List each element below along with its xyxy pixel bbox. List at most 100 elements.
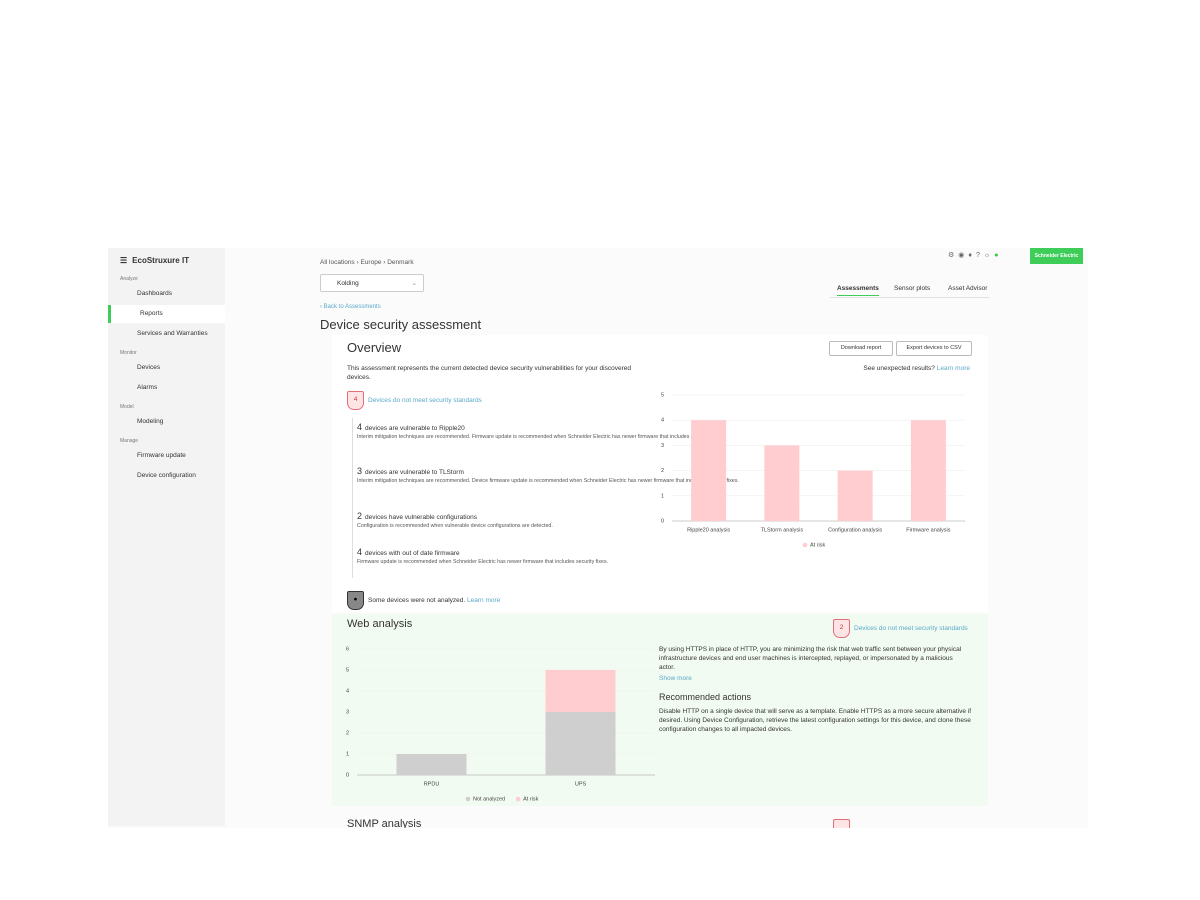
unexpected: See unexpected results? Learn more	[863, 365, 970, 372]
sidebar: ☰ EcoStruxure IT Analyze Dashboards Reports…	[108, 248, 225, 826]
nav-item[interactable]: Dashboards	[108, 285, 225, 303]
finding-count: 4	[357, 422, 363, 432]
overview-description: This assessment represents the current d…	[347, 365, 631, 381]
brand-button[interactable]: Schneider Electric	[1030, 248, 1083, 264]
bar	[545, 670, 616, 712]
nav-item[interactable]: Modeling	[108, 413, 225, 431]
learn-more[interactable]: Learn more	[467, 597, 501, 604]
findings: 4 devices are vulnerable to Ripple20 Inter…	[352, 418, 739, 578]
finding-count: 4	[357, 547, 363, 557]
x-tick-label: TLStorm analysis	[761, 527, 804, 533]
y-tick-label: 1	[661, 493, 664, 499]
x-tick-label: Ripple20 analysis	[687, 527, 730, 533]
nav-item[interactable]: Firmware update	[108, 447, 225, 465]
crumb[interactable]: Denmark	[387, 259, 414, 266]
bar	[837, 470, 873, 521]
breadcrumb: All locations › Europe › Denmark	[320, 259, 414, 266]
badge-text[interactable]: Devices do not meet security standards	[854, 625, 968, 632]
finding-text: devices with out of date firmware	[365, 550, 460, 557]
y-tick-label: 0	[346, 772, 349, 778]
finding-count: 2	[357, 511, 363, 521]
snmp-section: SNMP analysis	[332, 812, 988, 828]
finding-detail: Firmware update is recommended when Schn…	[357, 559, 609, 565]
crumb[interactable]: Europe	[360, 259, 382, 266]
y-tick-label: 5	[661, 392, 664, 398]
legend-label: At risk	[810, 542, 826, 548]
section-label: Analyze	[120, 276, 138, 282]
finding-text: devices are vulnerable to Ripple20	[365, 425, 465, 432]
brand-text: EcoStruxure IT	[132, 256, 190, 265]
finding-head: 3 devices are vulnerable to TLStorm	[357, 466, 557, 476]
not-analyzed: Some devices were not analyzed. Learn mo…	[368, 597, 500, 604]
legend-label: At risk	[523, 796, 539, 802]
tab[interactable]: Assessments	[837, 285, 879, 296]
nav-text: Device configuration	[137, 472, 196, 479]
y-tick-label: 1	[346, 751, 349, 757]
finding-detail: Interim mitigation techniques are recomm…	[357, 478, 739, 484]
bar	[764, 445, 800, 521]
finding: 3 devices are vulnerable to TLStorm Interi…	[357, 466, 739, 485]
y-tick-label: 4	[661, 418, 664, 424]
y-tick-label: 3	[346, 709, 349, 715]
brand: ☰ EcoStruxure IT	[120, 256, 190, 265]
y-tick-label: 2	[346, 730, 349, 736]
section-label: Manage	[120, 438, 139, 444]
page-title: Device security assessment	[320, 317, 482, 332]
finding-text: devices have vulnerable configurations	[365, 514, 478, 521]
finding-head: 2 devices have vulnerable configurations	[357, 511, 557, 521]
x-tick-label: Firmware analysis	[906, 527, 951, 533]
finding: 4 devices with out of date firmware Firmwa…	[357, 547, 609, 566]
crumb[interactable]: All locations	[320, 259, 355, 266]
section-label: Model	[120, 404, 134, 410]
finding-count: 3	[357, 466, 363, 476]
location: Kolding	[337, 280, 359, 287]
unexpected-text: See unexpected results?	[863, 365, 935, 372]
download-button[interactable]: Download report	[829, 341, 893, 356]
legend-swatch	[465, 796, 471, 802]
y-tick-label: 2	[661, 468, 664, 474]
info-badge: ●	[347, 591, 364, 610]
nav-item[interactable]: Services and Warranties	[108, 325, 225, 343]
risk-badge: 4	[347, 391, 364, 410]
section-label: Monitor	[120, 350, 137, 356]
show-more[interactable]: Show more	[659, 675, 692, 682]
y-tick-label: 6	[346, 646, 349, 652]
nav-item[interactable]: Reports	[108, 305, 225, 323]
finding: 2 devices have vulnerable configurations C…	[357, 511, 557, 530]
x-tick-label: UPS	[575, 781, 587, 787]
web-description: By using HTTPS in place of HTTP, you are…	[659, 646, 962, 671]
finding-head: 4 devices are vulnerable to Ripple20	[357, 422, 557, 432]
location-select[interactable]: Kolding ⌄	[320, 274, 424, 292]
snmp-title: SNMP analysis	[347, 818, 422, 828]
nav-text: Services and Warranties	[137, 330, 208, 337]
web-title: Web analysis	[347, 618, 413, 630]
nav-text: Alarms	[137, 384, 158, 391]
tab[interactable]: Sensor plots	[894, 285, 931, 292]
nav-item[interactable]: Alarms	[108, 379, 225, 397]
finding-detail: Configuration is recommended when vulner…	[357, 523, 553, 529]
nav-item[interactable]: Devices	[108, 359, 225, 377]
actions-title: Recommended actions	[659, 692, 752, 702]
finding: 4 devices are vulnerable to Ripple20 Inter…	[357, 422, 723, 441]
toolbar-icons[interactable]: ⚙◉♦?☼●	[948, 252, 1003, 259]
export-button[interactable]: Export devices to CSV	[896, 341, 972, 356]
nav-text: Modeling	[137, 418, 164, 425]
legend-label: Not analyzed	[473, 796, 505, 802]
nav-text: Devices	[137, 364, 161, 371]
back-link[interactable]: ‹ Back to Assessments	[320, 304, 381, 310]
y-tick-label: 3	[661, 443, 664, 449]
legend-swatch	[802, 542, 808, 548]
finding-text: devices are vulnerable to TLStorm	[365, 469, 464, 476]
y-tick-label: 0	[661, 518, 664, 524]
learn-more[interactable]: Learn more	[936, 365, 970, 372]
nav-item[interactable]: Device configuration	[108, 467, 225, 485]
nav-text: Dashboards	[137, 290, 173, 297]
back-text: Back to Assessments	[323, 304, 381, 310]
badge-text[interactable]: Devices do not meet security standards	[368, 397, 482, 404]
x-tick-label: RPDU	[424, 781, 440, 787]
tab[interactable]: Asset Advisor	[948, 285, 988, 292]
bar	[545, 712, 616, 775]
finding-detail: Interim mitigation techniques are recomm…	[357, 434, 723, 440]
